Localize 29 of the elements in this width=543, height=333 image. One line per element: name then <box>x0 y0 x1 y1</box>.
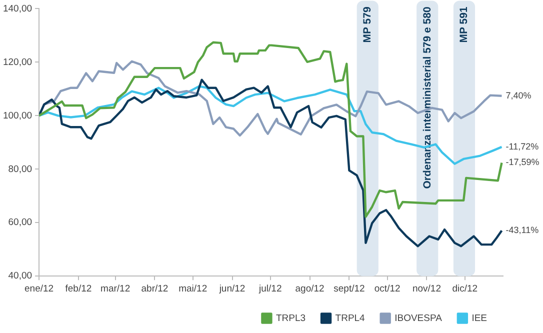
x-tick-label: ago/12 <box>295 283 324 294</box>
x-tick-label: jul/12 <box>258 283 282 294</box>
y-tick-label: 60,00 <box>8 217 32 228</box>
x-tick-label: mai/12 <box>178 283 208 294</box>
x-tick-label: dic/12 <box>452 283 478 294</box>
band-label: MP 579 <box>362 6 374 43</box>
legend-label: IBOVESPA <box>394 312 443 324</box>
x-tick-label: sept/12 <box>334 283 365 294</box>
annotation: -43,11% <box>506 225 539 236</box>
legend-label: TRPL3 <box>276 312 306 324</box>
x-tick-label: nov/12 <box>412 283 441 294</box>
y-tick-label: 40,00 <box>8 270 32 282</box>
x-tick-label: abr/12 <box>141 283 168 294</box>
legend-label: IEE <box>472 312 487 324</box>
band-label: Ordenanza interministerial 579 e 580 <box>421 6 434 189</box>
legend-label: TRPL4 <box>335 312 365 324</box>
x-tick-label: feb/12 <box>65 283 92 294</box>
y-tick-label: 140,00 <box>2 3 32 14</box>
annotation: 7,40% <box>506 90 532 100</box>
annotation: -17,59% <box>506 157 540 168</box>
annotation: -11,72% <box>506 141 539 152</box>
x-tick-label: ene/12 <box>24 283 54 294</box>
x-tick-label: oct/12 <box>374 283 400 294</box>
x-tick-label: mar/12 <box>100 283 130 294</box>
y-tick-label: 120,00 <box>2 56 32 68</box>
y-tick-label: 80,00 <box>8 164 32 175</box>
x-tick-label: jun/12 <box>218 283 246 294</box>
band-label: MP 591 <box>458 6 470 43</box>
y-tick-label: 100,00 <box>2 110 32 122</box>
